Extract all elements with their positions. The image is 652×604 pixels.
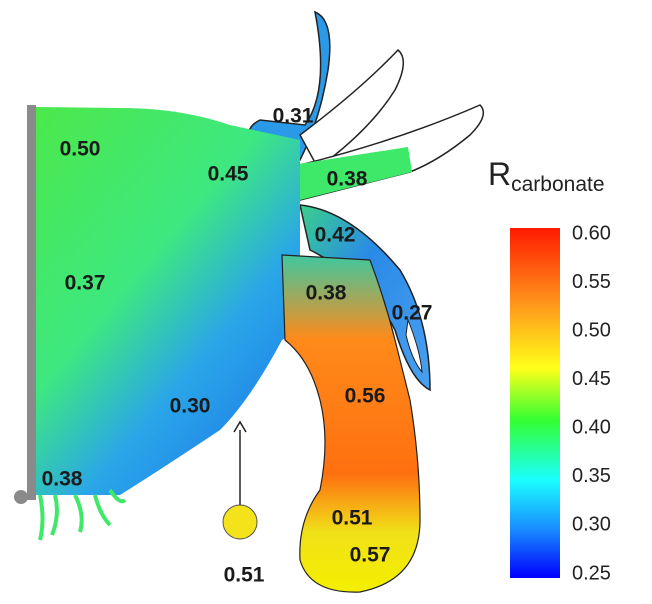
colorbar-gradient [510,228,560,578]
region-label: 0.30 [170,395,211,418]
white-branch [299,48,404,170]
tick-label: 0.55 [572,271,611,293]
region-labels: 0.50 0.45 0.31 0.38 0.42 0.37 0.38 0.27 0.56 0.30… [42,105,433,567]
marker [222,504,258,540]
colorbar: Rcarbonate 0.600.550.500.450.400.350.300… [488,156,611,584]
region-label: 0.42 [315,224,356,247]
title-sub: carbonate [511,173,604,196]
gap [405,318,423,374]
map [14,10,485,593]
tick-label: 0.25 [572,562,611,584]
tick-label: 0.35 [572,465,611,487]
roots [38,488,127,541]
marker-label: 0.51 [224,564,265,587]
lower-region [281,254,421,593]
colorbar-ticks: 0.60 0.55 0.50 0.45 0.40 0.35 0.30 0.25 [572,222,611,584]
region-label: 0.50 [60,138,101,161]
region-label: 0.45 [208,163,249,186]
tick-label: 0.30 [572,514,611,536]
region-label: 0.51 [332,507,373,530]
tick-label: 0.45 [572,368,611,390]
wall [27,105,36,500]
region-label: 0.37 [65,272,106,295]
main-region [36,107,300,495]
region-label: 0.31 [273,105,314,128]
arrow-head [233,420,247,433]
region-label: 0.38 [327,168,368,191]
region-label: 0.38 [42,468,83,491]
region-label: 0.57 [350,544,391,567]
title-main: R [488,156,511,192]
green-band [292,147,412,200]
region-label: 0.27 [392,302,433,325]
tick-label: 0.50 [572,319,611,341]
region-label: 0.56 [345,385,386,408]
region-label: 0.38 [306,282,347,305]
tick-label: 0.40 [572,417,611,439]
colorbar-title: Rcarbonate [488,156,605,196]
tick-label: 0.60 [572,222,611,244]
wall-end [14,490,28,504]
